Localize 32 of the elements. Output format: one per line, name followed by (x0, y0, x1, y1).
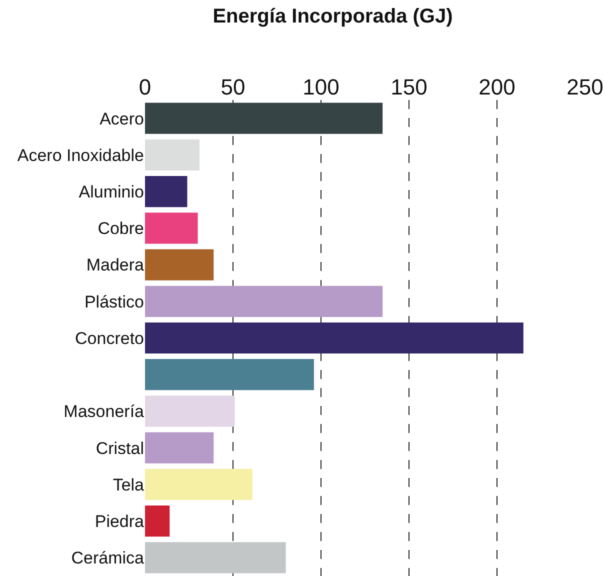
y-tick-label: Plástico (84, 292, 144, 312)
bar (145, 468, 252, 500)
bar (145, 542, 286, 574)
bar (145, 432, 214, 464)
y-tick-label: Acero Inoxidable (17, 146, 144, 165)
x-tick-label: 0 (138, 74, 152, 100)
x-tick-label: 50 (220, 74, 246, 100)
bar (145, 322, 524, 354)
y-tick-label: Aluminio (78, 182, 144, 202)
y-tick-label: Masonería (64, 402, 145, 422)
x-tick-label: 150 (390, 74, 428, 100)
x-tick-label: 100 (302, 74, 340, 100)
bar (145, 396, 235, 427)
y-tick-label: Piedra (94, 512, 145, 532)
y-tick-label: Tela (112, 475, 145, 494)
x-tick-label: 250 (566, 74, 604, 100)
bar (145, 176, 188, 208)
y-tick-label: Cobre (98, 219, 144, 238)
bar (145, 139, 200, 170)
x-tick-label: 200 (478, 74, 516, 100)
bar (145, 249, 214, 280)
bar (145, 286, 383, 317)
bar (145, 102, 383, 134)
y-tick-label: Cerámica (71, 548, 145, 568)
chart-title: Energía Incorporada (GJ) (212, 6, 453, 28)
y-tick-label: Madera (86, 256, 145, 275)
bar (145, 506, 170, 537)
y-tick-label: Cristal (96, 438, 144, 458)
y-tick-label: Concreto (75, 328, 144, 348)
bar (145, 359, 314, 390)
bar (145, 212, 198, 244)
y-tick-label: Acero (100, 109, 144, 128)
